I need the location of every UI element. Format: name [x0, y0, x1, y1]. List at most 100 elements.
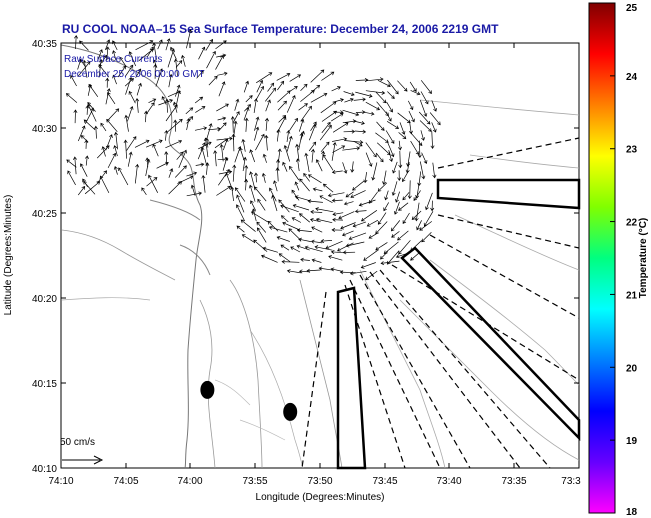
current-vector: [145, 158, 151, 176]
current-vector: [135, 68, 142, 78]
current-vector: [105, 77, 110, 88]
current-vector: [105, 88, 111, 105]
current-vector: [409, 131, 423, 146]
current-vector: [401, 170, 409, 183]
current-vector: [307, 174, 322, 184]
current-vector: [355, 77, 369, 83]
current-vector: [146, 102, 155, 115]
current-vector: [155, 68, 164, 87]
current-vector: [267, 220, 279, 232]
current-vector: [273, 180, 278, 192]
current-vector: [331, 198, 343, 203]
current-vector: [276, 236, 290, 242]
current-vector: [267, 82, 275, 92]
current-vector: [406, 151, 411, 167]
current-vector: [216, 53, 227, 58]
current-vector: [377, 182, 388, 192]
current-vector: [360, 210, 378, 222]
current-vector: [327, 192, 345, 198]
current-vector: [363, 250, 378, 261]
current-vector: [384, 190, 389, 201]
current-vector: [386, 250, 400, 265]
current-vector: [73, 109, 78, 124]
current-vector: [164, 130, 169, 141]
current-vector: [176, 151, 184, 160]
x-axis-label: Longitude (Degrees:Minutes): [256, 492, 385, 503]
x-tick-label: 73:55: [242, 476, 267, 487]
current-vector: [277, 100, 287, 111]
current-vector: [380, 260, 400, 266]
current-vector: [253, 172, 259, 183]
current-vector: [265, 99, 271, 112]
current-vector: [222, 138, 229, 151]
current-vector: [397, 140, 403, 151]
current-vector: [345, 191, 354, 198]
current-vector: [207, 126, 221, 131]
current-vector: [283, 144, 291, 162]
current-vector: [277, 90, 291, 103]
current-vector: [178, 149, 187, 169]
current-vector: [288, 86, 298, 93]
current-vector: [253, 98, 258, 113]
chart-title: RU COOL NOAA–15 Sea Surface Temperature:…: [62, 22, 499, 36]
current-vector: [206, 123, 213, 139]
station-marker: [283, 402, 298, 421]
y-tick-label: 40:15: [32, 379, 57, 390]
current-vector: [353, 120, 365, 125]
current-vector: [385, 111, 392, 122]
current-vector: [298, 118, 305, 132]
current-vector: [201, 174, 206, 193]
current-vector: [308, 123, 317, 141]
current-vector: [290, 246, 301, 253]
current-vector: [315, 207, 334, 213]
colorbar-tick-label: 20: [626, 363, 638, 374]
current-vector: [205, 38, 213, 51]
current-vector: [217, 71, 228, 76]
current-vector: [148, 98, 157, 104]
current-vector: [83, 180, 96, 195]
current-vector: [339, 270, 356, 275]
x-tick-label: 73:35: [501, 476, 526, 487]
current-vector: [234, 98, 240, 111]
current-vector: [268, 225, 288, 233]
current-vector: [72, 156, 77, 175]
current-vector: [262, 246, 278, 253]
current-vector: [286, 269, 301, 274]
current-vector: [345, 241, 365, 248]
current-vector: [118, 167, 129, 186]
current-vector: [244, 104, 252, 112]
current-vector: [320, 101, 337, 114]
current-vector: [112, 50, 117, 61]
current-vector: [127, 151, 133, 167]
current-vector: [299, 178, 310, 192]
current-vector: [96, 145, 110, 159]
current-vector: [402, 212, 410, 224]
current-vector: [296, 228, 312, 233]
current-vector: [282, 221, 300, 231]
current-vector: [93, 125, 98, 139]
current-vector: [393, 201, 400, 215]
current-vector: [315, 159, 323, 172]
current-vector: [402, 192, 410, 201]
current-vector: [128, 90, 136, 104]
current-vector: [145, 139, 163, 148]
current-vector: [198, 141, 212, 150]
current-vector: [84, 107, 95, 125]
current-vector: [65, 93, 78, 103]
current-vector: [365, 152, 373, 167]
current-vector: [375, 132, 389, 143]
current-vector: [177, 175, 194, 184]
current-vector: [338, 211, 355, 220]
current-vector: [256, 79, 264, 93]
current-vector: [342, 162, 348, 174]
colorbar-tick-label: 19: [626, 436, 638, 447]
current-vector: [124, 64, 134, 77]
current-vector: [186, 191, 203, 197]
x-tick-label: 73:50: [307, 476, 332, 487]
current-vector: [286, 135, 293, 152]
current-vector: [328, 255, 343, 261]
current-vector: [218, 168, 230, 186]
current-vector: [152, 42, 157, 60]
y-tick-label: 40:20: [32, 294, 57, 305]
